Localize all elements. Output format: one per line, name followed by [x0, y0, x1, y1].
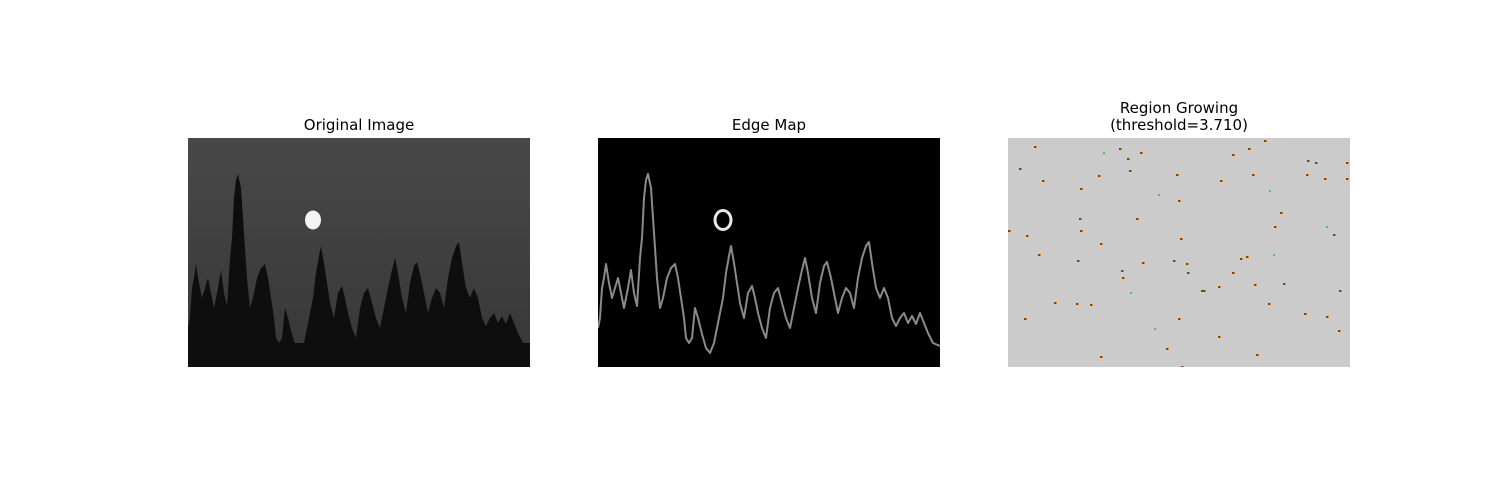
- seed-marker: [1178, 318, 1181, 320]
- seed-marker: [1019, 168, 1022, 170]
- seed-marker: [1119, 148, 1122, 150]
- seed-marker: [1130, 292, 1132, 294]
- seed-marker: [1176, 174, 1179, 176]
- seed-marker: [1280, 212, 1283, 214]
- seed-marker: [1038, 254, 1041, 256]
- seed-marker: [1090, 304, 1093, 306]
- seed-marker: [1079, 218, 1082, 220]
- seed-marker: [1220, 180, 1223, 182]
- seed-marker: [1181, 366, 1184, 367]
- seed-marker: [1326, 226, 1328, 228]
- region-growing-panel: Region Growing (threshold=3.710): [1008, 0, 1350, 500]
- seed-marker: [1269, 190, 1271, 192]
- seed-marker: [1122, 277, 1125, 279]
- seed-marker: [1315, 162, 1318, 164]
- seed-marker: [1240, 258, 1243, 260]
- seed-marker: [1173, 260, 1176, 262]
- original-image-panel: Original Image: [188, 0, 530, 500]
- region-growing-image: [1008, 138, 1350, 367]
- seed-marker: [1324, 178, 1327, 180]
- original-image: [188, 138, 530, 367]
- seed-marker: [1264, 140, 1267, 142]
- seed-marker: [1307, 160, 1310, 162]
- seed-marker: [1304, 313, 1307, 315]
- seed-marker: [1232, 154, 1235, 156]
- seed-marker: [1166, 348, 1169, 350]
- seed-marker: [1306, 174, 1309, 176]
- seed-marker: [1129, 170, 1132, 172]
- seed-marker: [1218, 336, 1221, 338]
- seed-marker: [1034, 146, 1037, 148]
- seed-marker: [1178, 200, 1181, 202]
- seed-marker: [1274, 226, 1277, 228]
- seed-marker: [1077, 260, 1080, 262]
- seed-marker: [1273, 254, 1275, 256]
- seed-marker: [1024, 318, 1027, 320]
- seed-marker: [1142, 262, 1145, 264]
- seed-marker: [1252, 174, 1255, 176]
- seed-marker: [1346, 178, 1349, 180]
- seed-marker: [1283, 283, 1286, 285]
- seed-marker: [1256, 354, 1259, 356]
- seed-marker: [1080, 188, 1083, 190]
- seed-marker: [1333, 234, 1336, 236]
- moon-edge: [713, 209, 733, 231]
- seed-marker: [1246, 256, 1249, 258]
- seed-marker: [1103, 152, 1105, 154]
- edge-map-image: [598, 138, 940, 367]
- tree-silhouettes: [188, 174, 530, 367]
- region-growing-title: Region Growing (threshold=3.710): [1110, 99, 1248, 134]
- seed-marker: [1180, 238, 1183, 240]
- seed-marker: [1187, 272, 1190, 274]
- tree-edges: [598, 173, 940, 354]
- seed-marker: [1268, 303, 1271, 305]
- seed-marker: [1054, 302, 1057, 304]
- seed-marker: [1008, 230, 1011, 232]
- seed-marker: [1158, 194, 1160, 196]
- edge-map-title: Edge Map: [731, 116, 807, 134]
- seed-marker: [1203, 290, 1206, 292]
- edge-map-panel: Edge Map: [598, 0, 940, 500]
- moon: [305, 210, 321, 230]
- seed-marker: [1042, 180, 1045, 182]
- seed-marker: [1080, 230, 1083, 232]
- seed-marker: [1339, 290, 1342, 292]
- seed-marker: [1100, 243, 1103, 245]
- seed-marker: [1254, 284, 1257, 286]
- seed-marker: [1076, 303, 1079, 305]
- seed-marker: [1100, 356, 1103, 358]
- seed-marker: [1326, 316, 1329, 318]
- original-image-title: Original Image: [303, 116, 415, 134]
- seed-marker: [1218, 286, 1221, 288]
- seed-marker: [1127, 158, 1130, 160]
- seed-marker: [1248, 148, 1251, 150]
- seed-marker: [1338, 330, 1341, 332]
- seed-marker: [1026, 235, 1029, 237]
- seed-marker: [1098, 175, 1101, 177]
- seed-marker: [1232, 272, 1235, 274]
- seed-marker: [1154, 328, 1156, 330]
- seed-marker: [1346, 162, 1349, 164]
- seed-marker: [1186, 263, 1189, 265]
- seed-marker: [1121, 270, 1124, 272]
- seed-marker: [1140, 152, 1143, 154]
- seed-marker: [1136, 218, 1139, 220]
